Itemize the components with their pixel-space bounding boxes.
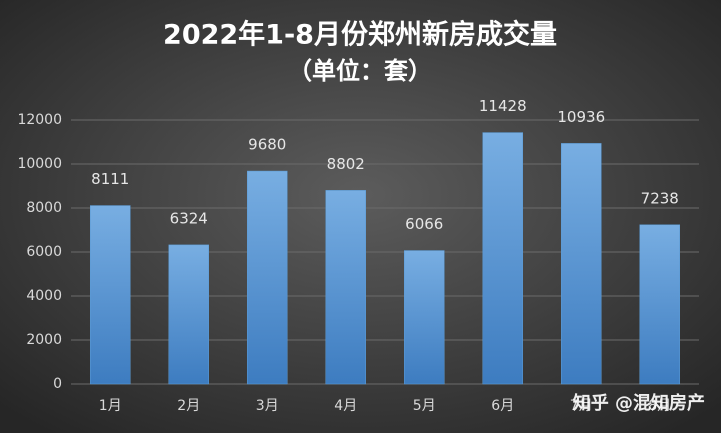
data-label: 7238	[641, 189, 679, 207]
x-tick-label: 4月	[334, 398, 357, 414]
x-tick-label: 8月	[648, 398, 671, 414]
data-label: 6066	[405, 215, 443, 233]
y-tick-label: 2000	[26, 332, 62, 348]
watermark: 知乎 @混知房产	[573, 392, 705, 414]
x-tick-label: 5月	[413, 398, 436, 414]
bar	[247, 170, 288, 385]
x-tick-label: 6月	[491, 398, 514, 414]
data-label: 10936	[557, 108, 605, 126]
bar	[639, 224, 680, 385]
bar	[325, 190, 366, 385]
bar	[561, 143, 602, 385]
bar	[404, 250, 445, 385]
bar	[482, 132, 523, 385]
data-label: 9680	[248, 136, 286, 154]
chart-subtitle: （单位：套）	[288, 57, 432, 85]
data-label: 11428	[479, 97, 527, 115]
bar	[90, 205, 131, 385]
y-tick-label: 4000	[26, 288, 62, 304]
data-label: 8111	[91, 170, 129, 188]
y-tick-label: 10000	[17, 156, 62, 172]
y-tick-label: 0	[53, 376, 62, 392]
chart-title: 2022年1-8月份郑州新房成交量	[163, 19, 557, 51]
x-tick-label: 1月	[99, 398, 122, 414]
y-tick-label: 6000	[26, 244, 62, 260]
x-tick-label: 7月	[570, 398, 593, 414]
bar	[168, 244, 209, 385]
plot-area: 0 2000 4000 6000 8000 10000 12000 1月 8111 2月 6324 3…	[17, 97, 699, 414]
data-label: 8802	[327, 155, 365, 173]
y-tick-label: 8000	[26, 200, 62, 216]
x-tick-label: 3月	[256, 398, 279, 414]
y-tick-label: 12000	[17, 112, 62, 128]
x-tick-label: 2月	[177, 398, 200, 414]
data-label: 6324	[170, 209, 208, 227]
